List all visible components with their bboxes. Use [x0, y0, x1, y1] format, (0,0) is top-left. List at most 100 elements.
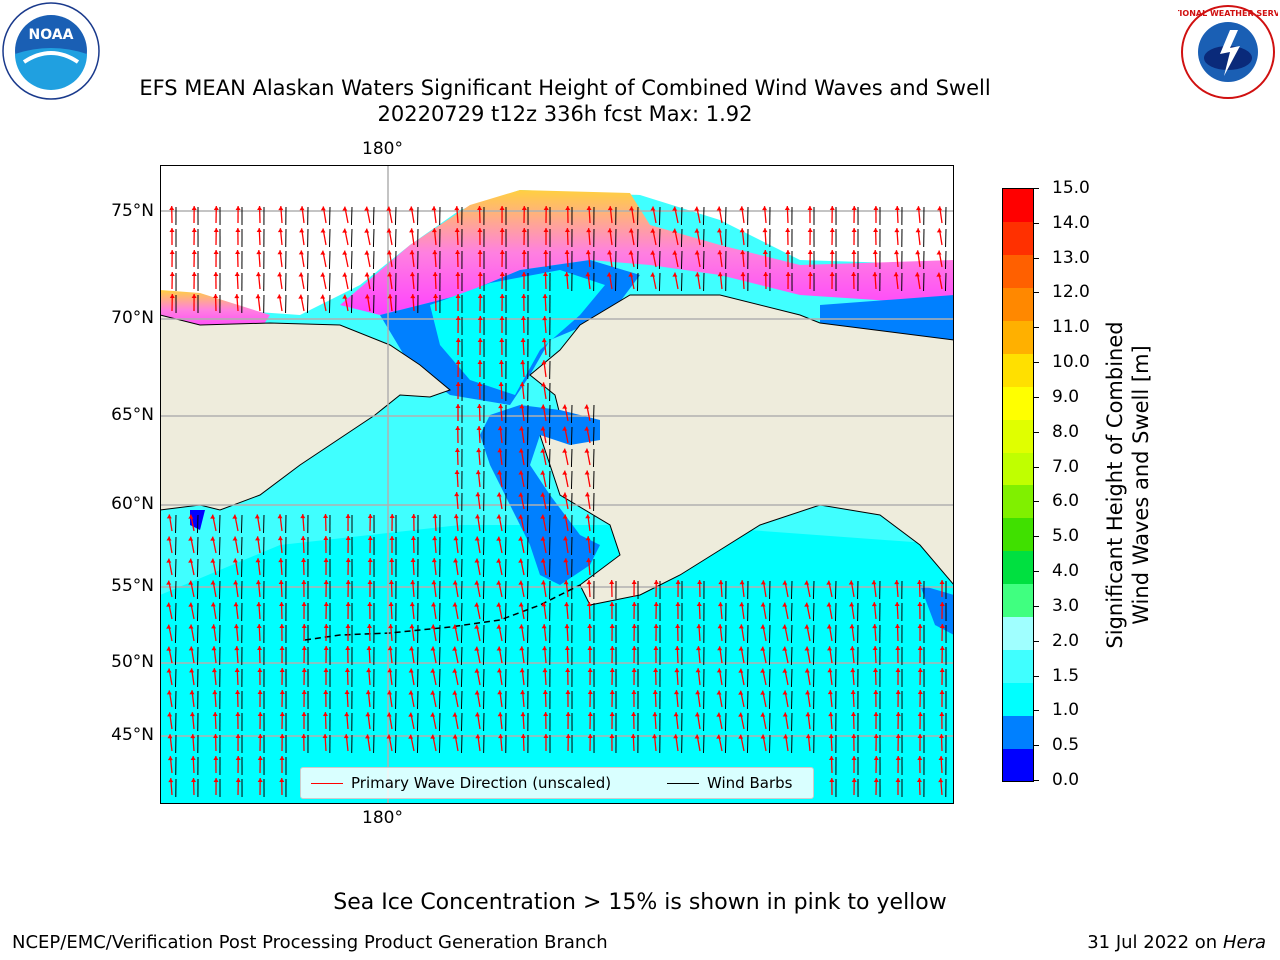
wave-direction-arrowhead — [323, 514, 329, 519]
wave-direction-arrowhead — [850, 690, 856, 695]
wave-direction-arrowhead — [872, 646, 878, 651]
wave-direction-arrowhead — [455, 360, 461, 365]
wave-direction-arrowhead — [518, 470, 524, 475]
wave-direction-arrowhead — [827, 690, 833, 695]
wave-direction-arrowhead — [345, 602, 351, 607]
wave-direction-arrowhead — [873, 734, 879, 739]
wave-direction-arrowhead — [520, 690, 526, 695]
wave-direction-arrowhead — [518, 624, 524, 629]
wave-direction-arrowhead — [518, 558, 524, 563]
wave-direction-arrowhead — [564, 272, 570, 277]
map-frame — [160, 165, 954, 804]
wind-barb — [416, 712, 419, 732]
wind-barb — [504, 580, 507, 600]
chart-subtitle: 20220729 t12z 336h fcst Max: 1.92 — [377, 102, 753, 126]
wave-direction-arrowhead — [386, 228, 392, 233]
wave-direction-arrowhead — [474, 580, 480, 585]
wave-direction-arrowhead — [872, 624, 878, 629]
wave-direction-arrowhead — [499, 272, 505, 277]
wind-barb — [306, 272, 309, 292]
colorbar-tick-mark — [1033, 222, 1039, 224]
colorbar-tick-mark — [1033, 710, 1039, 712]
wave-direction-arrowhead — [277, 514, 283, 519]
wave-direction-arrowhead — [235, 756, 241, 761]
wave-direction-arrowhead — [939, 690, 945, 695]
wave-direction-arrowhead — [409, 272, 415, 277]
wave-direction-arrowhead — [476, 448, 482, 453]
wave-direction-arrowhead — [366, 624, 372, 629]
wave-direction-arrowhead — [739, 602, 745, 607]
wind-barb — [372, 206, 375, 226]
wave-direction-arrowhead — [586, 206, 592, 211]
wave-direction-arrowhead — [410, 294, 416, 299]
wave-direction-arrowhead — [804, 624, 810, 629]
chukchi-sea-inner — [430, 270, 605, 395]
wave-direction-arrowhead — [519, 382, 525, 387]
wave-direction-arrowhead — [476, 426, 482, 431]
wave-direction-arrowhead — [189, 690, 195, 695]
wave-direction-arrowhead — [584, 448, 590, 453]
wave-direction-arrowhead — [364, 206, 370, 211]
wave-direction-arrowhead — [235, 712, 241, 717]
wave-direction-arrowhead — [542, 272, 548, 277]
wind-barb — [218, 536, 221, 556]
wave-direction-arrowhead — [387, 646, 393, 651]
wave-direction-arrowhead — [675, 580, 681, 585]
wave-direction-arrowhead — [474, 514, 480, 519]
footer-left: NCEP/EMC/Verification Post Processing Pr… — [12, 932, 608, 953]
wave-direction-arrowhead — [496, 536, 502, 541]
wave-direction-arrowhead — [939, 712, 945, 717]
wave-direction-arrowhead — [804, 602, 810, 607]
wave-direction-arrowhead — [166, 514, 172, 519]
colorbar-tick-label: 2.0 — [1052, 630, 1080, 651]
wave-direction-arrowhead — [562, 536, 568, 541]
wave-direction-arrowhead — [631, 602, 637, 607]
wave-direction-arrowhead — [389, 536, 395, 540]
wave-direction-arrowhead — [762, 250, 768, 255]
wave-direction-arrowhead — [739, 228, 745, 233]
wave-direction-arrowhead — [344, 668, 350, 673]
wave-direction-arrowhead — [255, 536, 261, 541]
wave-direction-arrowhead — [409, 250, 415, 255]
wind-barb — [945, 250, 947, 270]
wave-direction-arrowhead — [298, 272, 304, 277]
wave-direction-arrowhead — [520, 712, 526, 717]
wave-direction-arrowhead — [562, 404, 568, 409]
wave-direction-arrowhead — [826, 602, 832, 607]
wind-barb — [438, 668, 441, 688]
wave-direction-arrowhead — [606, 272, 612, 277]
wave-direction-arrowhead — [257, 646, 263, 651]
russia-land — [160, 314, 451, 511]
wave-direction-arrowhead — [520, 734, 526, 739]
wave-direction-arrowhead — [895, 712, 901, 717]
wave-direction-arrowhead — [871, 602, 877, 607]
wind-barb — [174, 646, 177, 666]
colorbar-tick-mark — [1033, 362, 1039, 364]
wave-direction-arrowhead — [191, 250, 197, 255]
wave-direction-arrowhead — [609, 690, 615, 695]
wind-barb — [768, 734, 771, 754]
wind-barb — [790, 668, 793, 688]
wave-direction-arrowhead — [584, 470, 590, 475]
wave-direction-arrowhead — [387, 294, 393, 299]
wave-direction-arrowhead — [191, 228, 197, 233]
wave-direction-arrowhead — [564, 646, 570, 651]
wave-direction-arrowhead — [521, 206, 527, 211]
aleutian-chain — [304, 584, 581, 641]
wave-direction-arrowhead — [169, 250, 175, 255]
wind-barbs — [174, 206, 947, 798]
colorbar-tick-mark — [1033, 327, 1039, 329]
wave-direction-arrowhead — [431, 580, 437, 585]
wave-direction-arrowhead — [364, 734, 370, 739]
wave-direction-arrowhead — [320, 272, 326, 277]
wave-direction-arrowhead — [430, 690, 436, 695]
wave-direction-arrowhead — [213, 228, 219, 233]
wave-direction-arrowhead — [367, 536, 373, 541]
wave-direction-arrowhead — [320, 206, 326, 211]
wave-direction-arrowhead — [609, 624, 615, 629]
wind-barb — [240, 514, 243, 534]
wave-direction-arrowhead — [630, 734, 636, 739]
map-legend: Primary Wave Direction (unscaled) Wind B… — [300, 767, 814, 799]
colorbar-tick-label: 13.0 — [1052, 247, 1090, 268]
wind-barb — [526, 558, 529, 578]
